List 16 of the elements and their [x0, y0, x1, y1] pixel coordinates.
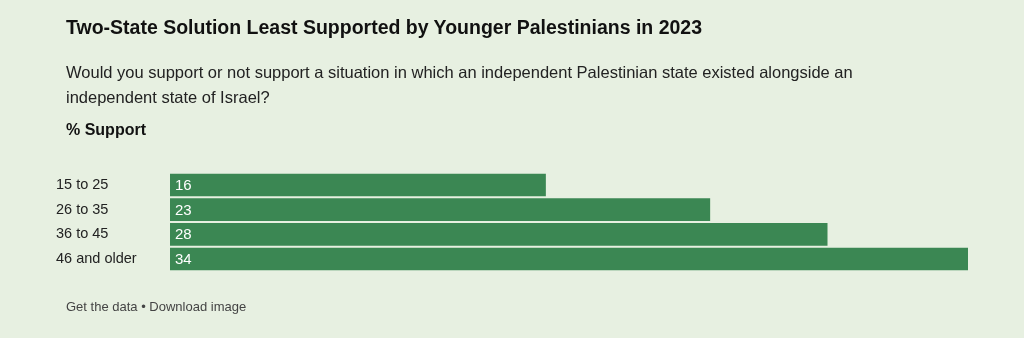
data-label: 16: [175, 176, 192, 194]
data-label: 23: [175, 200, 192, 218]
text: Get the data • Download image: [66, 299, 247, 314]
chart-title: Two-State Solution Least Supported by Younger Palestinians in 2023: [66, 16, 703, 39]
y-tick-label: 36 to 45: [56, 225, 109, 242]
data-label: 34: [175, 250, 192, 268]
bar: [170, 173, 546, 197]
y-tick-label: 15 to 25: [56, 176, 109, 193]
bar: [170, 198, 711, 222]
chart-subtitle: Would you support or not support a situation in which an independent Palestinian state existed alongside an independent state of Israel?: [66, 62, 854, 108]
bar: [170, 247, 968, 271]
data-label: 28: [175, 225, 192, 243]
y-tick-label: 26 to 35: [56, 200, 109, 217]
x-axis-title: % Support: [66, 121, 146, 139]
bar: [170, 223, 828, 246]
y-tick-label: 46 and older: [56, 249, 137, 266]
